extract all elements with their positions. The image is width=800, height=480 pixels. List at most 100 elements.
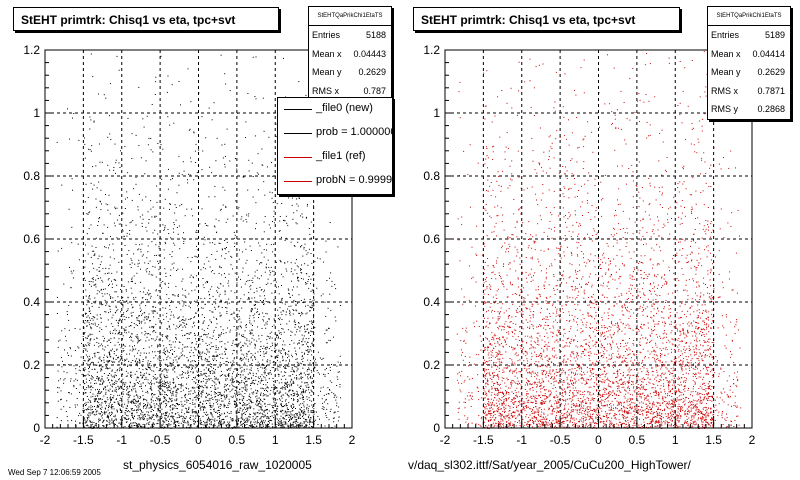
scatter-point [120, 358, 122, 360]
scatter-point [173, 419, 175, 421]
scatter-point [282, 359, 284, 361]
scatter-point [288, 364, 290, 366]
scatter-point [145, 368, 147, 370]
scatter-point [127, 393, 129, 395]
scatter-point [86, 363, 88, 365]
scatter-point [305, 420, 307, 422]
scatter-point [88, 296, 90, 298]
scatter-point [303, 302, 305, 304]
scatter-point [263, 420, 265, 422]
scatter-point [99, 365, 101, 367]
scatter-point [161, 380, 163, 382]
scatter-point [247, 407, 249, 409]
scatter-point [306, 421, 308, 423]
scatter-point [218, 334, 219, 336]
scatter-point [227, 282, 229, 284]
scatter-point [100, 404, 102, 406]
scatter-point [87, 401, 89, 403]
scatter-point [275, 261, 277, 263]
scatter-point [151, 310, 153, 312]
scatter-point [143, 417, 145, 419]
scatter-point [248, 298, 250, 300]
scatter-point [173, 350, 175, 352]
scatter-point [192, 419, 194, 421]
scatter-point [192, 402, 194, 404]
scatter-point [188, 293, 190, 295]
scatter-point [165, 424, 167, 425]
scatter-point [126, 300, 128, 302]
scatter-point [194, 412, 196, 414]
scatter-point [134, 425, 136, 426]
scatter-point [231, 381, 233, 383]
scatter-point [272, 378, 274, 379]
scatter-point [149, 320, 151, 322]
scatter-point [297, 277, 298, 279]
scatter-point [275, 349, 277, 351]
scatter-point [90, 53, 92, 55]
scatter-point [291, 418, 293, 419]
scatter-point [155, 290, 157, 292]
scatter-point [254, 135, 256, 137]
scatter-point [326, 280, 328, 281]
scatter-point [215, 360, 217, 362]
scatter-point [284, 421, 286, 423]
scatter-point [182, 268, 183, 270]
scatter-point [122, 359, 123, 361]
scatter-point [133, 349, 135, 351]
scatter-point [136, 412, 138, 414]
scatter-point [264, 403, 266, 405]
scatter-point [100, 368, 102, 370]
scatter-point [278, 374, 280, 375]
scatter-point [258, 317, 259, 318]
scatter-point [298, 394, 300, 396]
scatter-point [131, 158, 133, 159]
scatter-point [228, 375, 230, 377]
scatter-point [260, 376, 261, 378]
scatter-point [139, 424, 141, 426]
scatter-point [284, 371, 285, 373]
scatter-point [210, 394, 212, 396]
scatter-point [94, 253, 96, 255]
scatter-point [290, 330, 292, 332]
scatter-point [259, 300, 261, 302]
scatter-point [201, 394, 203, 396]
scatter-point [173, 367, 175, 369]
scatter-point [176, 398, 178, 400]
scatter-point [266, 339, 268, 341]
scatter-point [108, 415, 110, 417]
scatter-point [199, 354, 201, 356]
scatter-point [95, 399, 97, 400]
scatter-point [243, 294, 245, 296]
scatter-point [257, 326, 258, 328]
scatter-point [120, 289, 122, 290]
scatter-point [203, 426, 205, 428]
scatter-point [93, 422, 95, 423]
scatter-point [88, 281, 90, 282]
scatter-point [178, 347, 180, 349]
scatter-point [125, 417, 127, 419]
scatter-point [302, 278, 304, 280]
scatter-point [129, 411, 131, 413]
scatter-point [339, 355, 341, 357]
scatter-point [169, 318, 171, 320]
scatter-point [167, 390, 169, 392]
scatter-point [313, 299, 315, 301]
scatter-point [94, 368, 96, 370]
scatter-point [177, 388, 178, 390]
scatter-point [199, 343, 201, 345]
scatter-point [280, 353, 282, 354]
scatter-point [305, 282, 307, 283]
scatter-point [68, 392, 70, 394]
scatter-point [264, 324, 266, 326]
scatter-point [293, 426, 295, 428]
scatter-point [113, 222, 115, 224]
scatter-point [170, 203, 171, 205]
scatter-point [169, 328, 171, 330]
scatter-point [199, 385, 201, 386]
scatter-point [93, 284, 95, 286]
scatter-point [303, 404, 305, 406]
scatter-point [136, 334, 138, 336]
scatter-point [195, 256, 197, 258]
scatter-point [226, 357, 228, 359]
scatter-point [272, 397, 274, 399]
